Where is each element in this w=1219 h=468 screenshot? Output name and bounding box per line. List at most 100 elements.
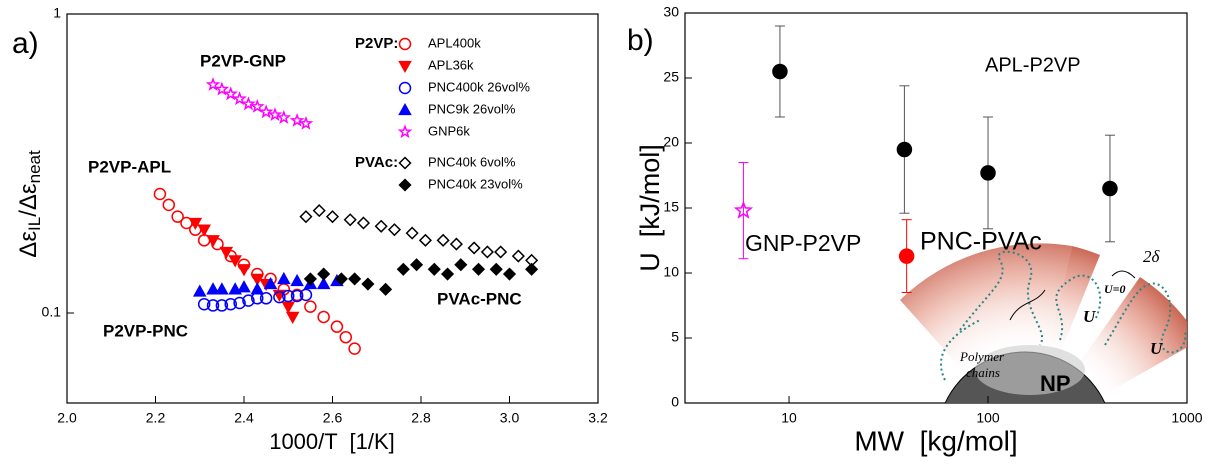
marker (454, 258, 468, 272)
x-tick-label: 2.6 (323, 410, 343, 426)
marker (250, 282, 265, 295)
marker (192, 284, 207, 297)
marker (733, 200, 754, 219)
marker (273, 290, 286, 304)
marker (206, 282, 220, 295)
marker (237, 264, 251, 277)
marker (281, 301, 296, 314)
marker (330, 320, 344, 333)
marker (290, 289, 304, 303)
y-tick-label: 5 (671, 329, 679, 345)
marker (525, 262, 539, 276)
annotation: P2VP-GNP (200, 51, 286, 70)
marker (436, 233, 450, 247)
marker (343, 213, 357, 227)
annotation: P2VP-APL (88, 157, 171, 176)
marker (387, 223, 402, 237)
x-axis-label: MW [kg/mol] (854, 425, 1017, 456)
inset-label: 2δ (1143, 247, 1161, 266)
marker (334, 272, 348, 286)
legend-marker (397, 124, 413, 139)
marker (339, 330, 353, 344)
legend-group-title: P2VP: (355, 35, 398, 52)
marker (502, 267, 517, 281)
inset-diagram: NP Polymer chains 2δ U=0 U U (900, 243, 1187, 403)
inset-label: U (1150, 339, 1163, 358)
series-label: PNC-PVAc (920, 228, 1042, 256)
marker (440, 267, 455, 281)
marker (480, 245, 494, 259)
y-tick-label: 25 (663, 69, 679, 85)
marker (197, 224, 211, 237)
y-axis-label: ΔεIL/Δεneat (15, 130, 48, 289)
marker (317, 267, 331, 281)
marker (299, 210, 313, 224)
legend-label: PNC9k 26vol% (428, 101, 516, 116)
marker (285, 311, 300, 324)
error-bar (738, 162, 749, 260)
x-tick-label: 2.4 (234, 410, 254, 426)
legend-label: GNP6k (428, 123, 470, 138)
inset-label: NP (1040, 371, 1071, 396)
marker (299, 288, 313, 302)
legend-marker (398, 81, 412, 95)
legend-marker (398, 156, 412, 170)
x-axis-label: 1000/T [1/K] (269, 429, 395, 454)
marker (316, 276, 331, 290)
marker (298, 115, 314, 130)
marker (379, 282, 393, 296)
inset-label: chains (966, 365, 1000, 380)
x-tick-label: 2.2 (146, 410, 166, 426)
inset-label: U (1083, 307, 1096, 326)
marker (258, 104, 274, 119)
marker (276, 110, 292, 124)
marker (223, 86, 238, 101)
legend-group-title: PVAc: (355, 154, 398, 171)
marker (898, 248, 915, 264)
legend-label: PNC400k 26vol% (428, 79, 530, 94)
marker (896, 141, 913, 158)
marker (1102, 180, 1118, 197)
marker (197, 297, 211, 311)
marker (215, 282, 229, 295)
y-tick-label: 0.1 (42, 304, 62, 320)
series-label: APL-P2VP (985, 54, 1081, 76)
marker (427, 262, 441, 276)
marker (980, 165, 996, 181)
marker (511, 249, 525, 263)
marker (418, 233, 432, 247)
marker (162, 198, 176, 212)
annotation: PVAc-PNC (437, 289, 522, 308)
marker (304, 300, 317, 313)
x-tick-label: 2.0 (57, 410, 77, 426)
marker (206, 299, 220, 312)
marker (263, 276, 278, 290)
marker (237, 280, 251, 293)
marker (471, 262, 486, 276)
marker (232, 91, 247, 106)
marker (374, 219, 388, 233)
marker (325, 210, 340, 224)
y-label-part: /Δε (15, 183, 42, 217)
legend-marker (398, 102, 412, 116)
marker (449, 237, 463, 251)
y-tick-label: 0 (671, 394, 679, 410)
marker (494, 245, 508, 259)
marker (233, 296, 246, 310)
marker (489, 262, 503, 276)
y-tick-label: 1 (53, 5, 61, 21)
marker (772, 63, 788, 80)
x-tick-label: 10 (781, 410, 797, 426)
legend-label: PNC40k 23vol% (428, 176, 523, 191)
marker (361, 277, 375, 291)
marker (205, 77, 221, 91)
y-label-part: neat (25, 150, 44, 183)
y-tick-label: 20 (663, 134, 679, 150)
marker (241, 96, 256, 111)
series-label: GNP-P2VP (745, 230, 861, 256)
marker (396, 262, 410, 276)
y-tick-label: 15 (663, 199, 679, 215)
marker (224, 297, 237, 311)
x-tick-label: 100 (976, 410, 1000, 426)
